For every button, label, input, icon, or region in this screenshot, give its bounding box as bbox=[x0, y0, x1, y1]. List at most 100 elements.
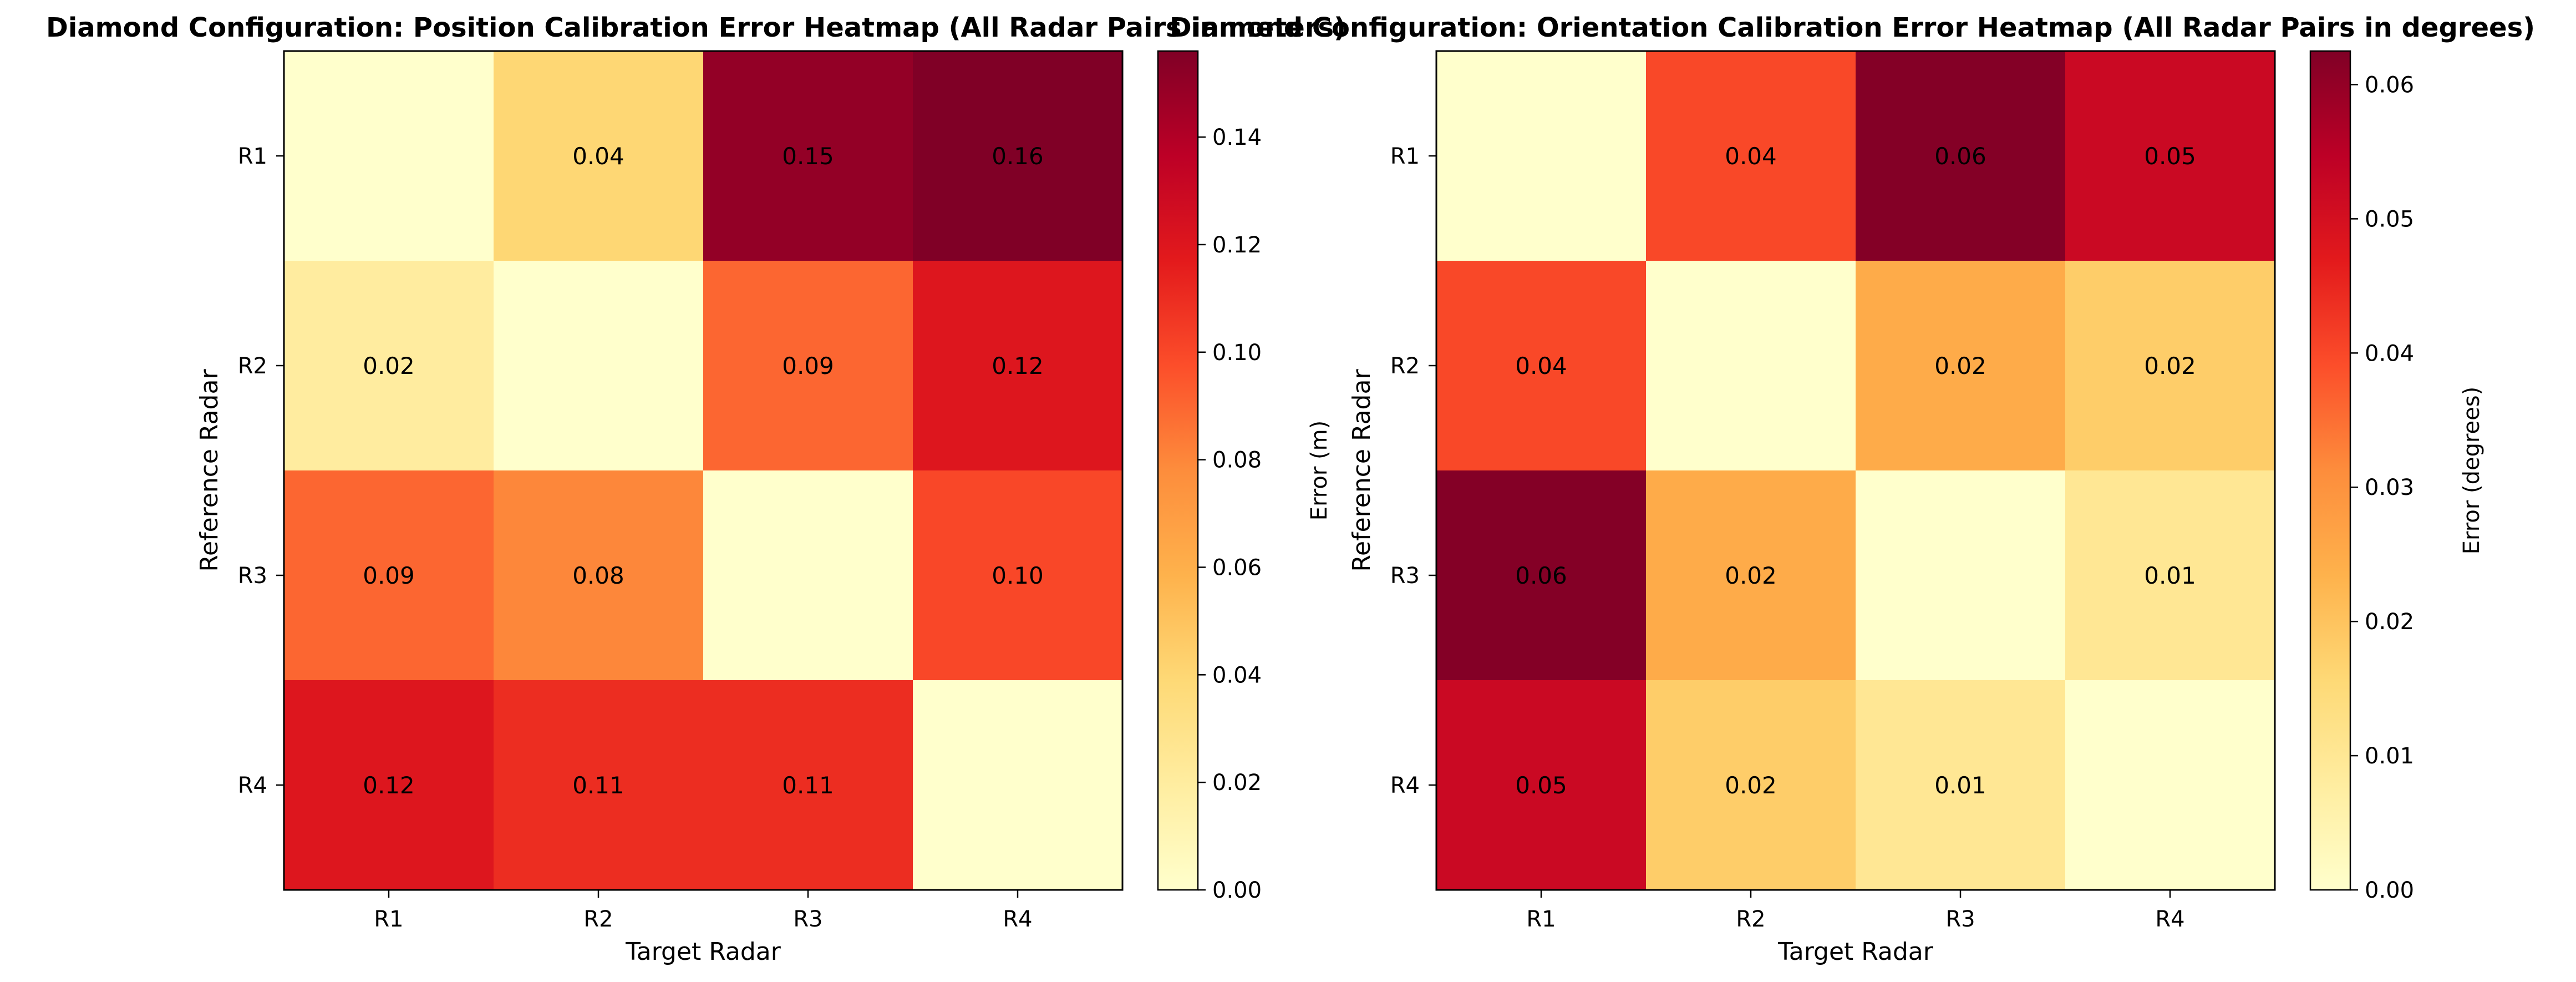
cell-value-label: 0.09 bbox=[363, 562, 415, 589]
x-tick-label: R3 bbox=[1945, 907, 1975, 932]
colorbar-tick-label: 0.12 bbox=[1212, 232, 1262, 258]
x-tick-label: R1 bbox=[1526, 907, 1556, 932]
y-tick-label: R3 bbox=[1390, 563, 1420, 589]
colorbar-tick-label: 0.10 bbox=[1212, 340, 1262, 366]
heatmap-cell bbox=[2065, 51, 2275, 261]
x-axis-label: Target Radar bbox=[1777, 938, 1934, 966]
y-axis-label: Reference Radar bbox=[195, 369, 223, 572]
colorbar-label: Error (degrees) bbox=[2459, 387, 2484, 554]
x-tick-label: R1 bbox=[374, 907, 403, 932]
cell-value-label: 0.04 bbox=[572, 143, 624, 170]
y-tick-label: R4 bbox=[1390, 773, 1420, 798]
colorbar-tick-label: 0.04 bbox=[1212, 662, 1262, 688]
heatmap-cell bbox=[284, 470, 494, 681]
cell-value-label: 0.04 bbox=[1725, 143, 1777, 170]
heatmap-cell bbox=[2065, 261, 2275, 471]
colorbar-tick-label: 0.03 bbox=[2365, 475, 2414, 500]
cell-value-label: 0.02 bbox=[1725, 562, 1777, 589]
heatmap-cell bbox=[1436, 261, 1647, 471]
heatmap-cell bbox=[2065, 470, 2275, 681]
colorbar-tick-label: 0.06 bbox=[1212, 555, 1262, 580]
x-tick-label: R2 bbox=[1736, 907, 1765, 932]
heatmap-cell bbox=[1856, 51, 2066, 261]
cell-value-label: 0.09 bbox=[782, 352, 834, 379]
colorbar-tick-label: 0.08 bbox=[1212, 448, 1262, 473]
cell-value-label: 0.11 bbox=[572, 772, 624, 799]
plot-frame bbox=[1435, 50, 2276, 891]
colorbar-tick-label: 0.01 bbox=[2365, 743, 2414, 769]
heatmap-cell bbox=[913, 470, 1123, 681]
cell-value-label: 0.02 bbox=[1934, 352, 1986, 379]
cell-value-label: 0.12 bbox=[363, 772, 415, 799]
heatmap-cell bbox=[703, 680, 913, 890]
heatmap-cell bbox=[1646, 470, 1856, 681]
cell-value-label: 0.12 bbox=[992, 352, 1044, 379]
heatmap-cell bbox=[1436, 51, 1647, 261]
heatmap-cell bbox=[1856, 470, 2066, 681]
y-tick-label: R1 bbox=[1390, 144, 1420, 169]
cell-value-label: 0.11 bbox=[782, 772, 834, 799]
heatmap-cell bbox=[1436, 680, 1647, 890]
y-tick-label: R2 bbox=[1390, 353, 1420, 379]
colorbar-tick-label: 0.00 bbox=[1212, 878, 1262, 903]
cell-value-label: 0.01 bbox=[1934, 772, 1986, 799]
cell-value-label: 0.02 bbox=[363, 352, 415, 379]
chart-title: Diamond Configuration: Orientation Calib… bbox=[1170, 12, 2535, 43]
heatmap-cell bbox=[1646, 51, 1856, 261]
heatmap-cell bbox=[284, 261, 494, 471]
orientation-error-panel: Diamond Configuration: Orientation Calib… bbox=[1170, 12, 2535, 966]
colorbar-tick-label: 0.14 bbox=[1212, 125, 1262, 150]
cell-value-label: 0.15 bbox=[782, 143, 834, 170]
y-tick-label: R4 bbox=[238, 773, 267, 798]
heatmap-cell bbox=[284, 680, 494, 890]
chart-title: Diamond Configuration: Position Calibrat… bbox=[46, 12, 1346, 43]
cell-value-label: 0.08 bbox=[572, 562, 624, 589]
x-tick-label: R4 bbox=[1003, 907, 1032, 932]
heatmap-cell bbox=[703, 261, 913, 471]
colorbar-tick-label: 0.05 bbox=[2365, 206, 2414, 232]
heatmap-cell bbox=[1856, 261, 2066, 471]
colorbar-label: Error (m) bbox=[1307, 421, 1332, 520]
heatmap-cell bbox=[703, 470, 913, 681]
heatmap-cell bbox=[913, 680, 1123, 890]
x-axis-label: Target Radar bbox=[625, 938, 781, 966]
colorbar-tick-label: 0.04 bbox=[2365, 341, 2414, 366]
heatmap-cell bbox=[1646, 680, 1856, 890]
cell-value-label: 0.02 bbox=[2144, 352, 2196, 379]
cell-value-label: 0.05 bbox=[1515, 772, 1567, 799]
colorbar-tick-label: 0.02 bbox=[1212, 770, 1262, 796]
y-tick-label: R2 bbox=[238, 353, 267, 379]
heatmap-cell bbox=[913, 261, 1123, 471]
colorbar-frame bbox=[1157, 50, 1199, 891]
cell-value-label: 0.16 bbox=[992, 143, 1044, 170]
cell-value-label: 0.10 bbox=[992, 562, 1044, 589]
heatmap-cell bbox=[494, 261, 704, 471]
colorbar-tick-label: 0.06 bbox=[2365, 72, 2414, 98]
cell-value-label: 0.04 bbox=[1515, 352, 1567, 379]
plot-frame bbox=[283, 50, 1124, 891]
heatmap-cell bbox=[494, 680, 704, 890]
colorbar-tick-label: 0.00 bbox=[2365, 878, 2414, 903]
heatmap-cell bbox=[913, 51, 1123, 261]
position-error-panel: Diamond Configuration: Position Calibrat… bbox=[46, 12, 1346, 966]
heatmap-cell bbox=[2065, 680, 2275, 890]
colorbar bbox=[2310, 51, 2350, 890]
cell-value-label: 0.06 bbox=[1934, 143, 1986, 170]
y-tick-label: R3 bbox=[238, 563, 267, 589]
heatmap-cell bbox=[284, 51, 494, 261]
colorbar-tick-label: 0.02 bbox=[2365, 609, 2414, 635]
x-tick-label: R3 bbox=[793, 907, 822, 932]
heatmap-cell bbox=[1436, 470, 1647, 681]
cell-value-label: 0.05 bbox=[2144, 143, 2196, 170]
cell-value-label: 0.06 bbox=[1515, 562, 1567, 589]
heatmap-cell bbox=[1856, 680, 2066, 890]
y-axis-label: Reference Radar bbox=[1348, 369, 1376, 572]
heatmap-cell bbox=[703, 51, 913, 261]
x-tick-label: R4 bbox=[2155, 907, 2184, 932]
colorbar-frame bbox=[2309, 50, 2351, 891]
heatmap-cell bbox=[494, 51, 704, 261]
cell-value-label: 0.02 bbox=[1725, 772, 1777, 799]
x-tick-label: R2 bbox=[583, 907, 613, 932]
cell-value-label: 0.01 bbox=[2144, 562, 2196, 589]
